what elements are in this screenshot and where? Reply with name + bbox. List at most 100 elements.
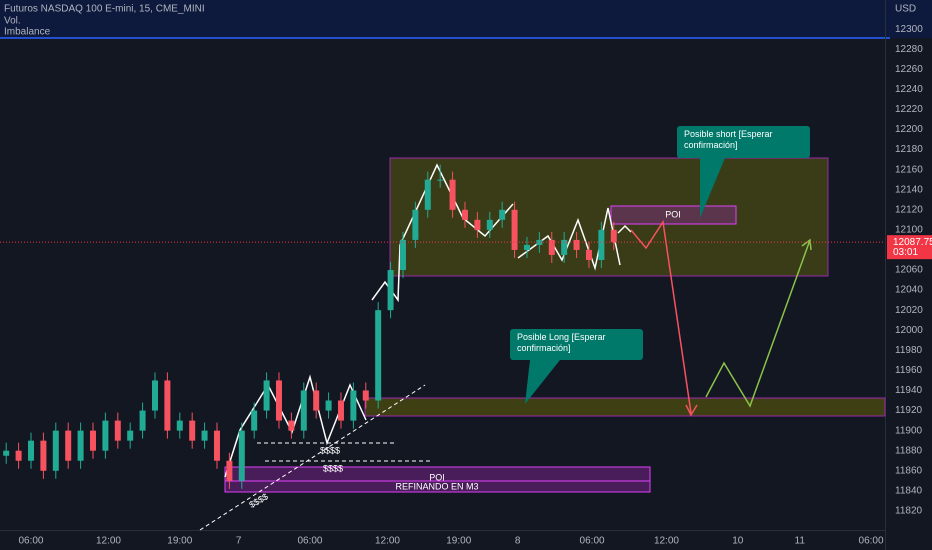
candle-body: [114, 420, 121, 441]
candle-body: [573, 239, 580, 250]
y-tick-label: 12000: [895, 325, 923, 336]
candle-body: [313, 390, 320, 411]
callout-text: Posible Long [Esperar confirmación]: [517, 332, 606, 353]
callout: [677, 126, 810, 158]
x-tick-label: 19:00: [167, 536, 192, 547]
candle-body: [362, 390, 369, 401]
refine-label: REFINANDO EN M3: [395, 481, 478, 491]
poi-zone: [610, 205, 737, 225]
candle-body: [3, 450, 10, 456]
candle-body: [65, 430, 72, 461]
candle-body: [201, 430, 208, 441]
candle-body: [139, 410, 146, 431]
candle-body: [461, 209, 468, 220]
candle-body: [238, 430, 245, 481]
liquidity-label: $$$$: [323, 463, 343, 473]
x-tick-label: 10: [732, 536, 744, 547]
symbol-title: Futuros NASDAQ 100 E-mini, 15, CME_MINI: [4, 4, 205, 15]
candle-body: [449, 179, 456, 210]
y-tick-label: 11900: [895, 425, 923, 436]
projection-arrow: [685, 404, 698, 417]
candle-body: [15, 450, 22, 461]
y-tick-label: 11920: [895, 405, 923, 416]
candle-body: [486, 219, 493, 230]
x-tick-label: 11: [795, 536, 806, 547]
x-tick-label: 8: [515, 536, 521, 547]
candle-body: [424, 179, 431, 210]
trend-line: [199, 384, 426, 531]
callout-pointer: [525, 360, 560, 404]
demand-zone: [364, 397, 886, 417]
y-tick-label: 12180: [895, 144, 923, 155]
x-tick-label: 12:00: [654, 536, 679, 547]
drawings: POI POI REFINANDO EN M3 $$$$ $$$$ $$$$ P…: [199, 126, 886, 531]
candle-body: [27, 440, 34, 461]
candle-body: [77, 430, 84, 461]
candle-body: [350, 390, 357, 421]
last-price-label: 12087.75: [893, 237, 932, 248]
x-tick-label: 12:00: [375, 536, 400, 547]
x-tick-label: 7: [236, 536, 242, 547]
header-bar: [0, 0, 932, 38]
y-tick-label: 12100: [895, 225, 923, 236]
candle-body: [89, 430, 96, 451]
poi-zone: [224, 480, 651, 493]
x-tick-label: 12:00: [96, 536, 121, 547]
y-tick-label: 11880: [895, 445, 923, 456]
y-tick-label: 11960: [895, 365, 923, 376]
indicator-label: Vol.: [4, 16, 21, 27]
y-tick-label: 11860: [895, 465, 923, 476]
candle-body: [127, 430, 134, 441]
candle-body: [561, 239, 568, 255]
y-tick-label: 11940: [895, 385, 923, 396]
callout-pointer: [700, 158, 725, 218]
y-tick-label: 12240: [895, 84, 923, 95]
projection-arrow: [801, 238, 812, 251]
candle-body: [176, 420, 183, 431]
y-tick-label: 12040: [895, 285, 923, 296]
callout-text: Posible short [Esperar confirmación]: [684, 129, 773, 150]
candle-body: [412, 209, 419, 240]
y-tick-label: 12160: [895, 164, 923, 175]
candle-body: [523, 244, 530, 250]
candle-body: [40, 440, 47, 471]
candle-body: [437, 179, 444, 181]
structure-line: [371, 163, 514, 303]
last-price-box: [887, 235, 932, 260]
x-tick-label: 19:00: [446, 536, 471, 547]
currency-label: USD: [895, 4, 916, 15]
projection-arrow: [617, 224, 632, 234]
y-tick-label: 12200: [895, 124, 923, 135]
y-tick-label: 11980: [895, 345, 923, 356]
x-tick-label: 06:00: [297, 536, 322, 547]
candle-body: [474, 219, 481, 230]
candle-body: [275, 380, 282, 421]
y-tick-label: 12060: [895, 265, 923, 276]
y-tick-label: 11840: [895, 485, 923, 496]
x-tick-label: 06:00: [18, 536, 43, 547]
y-tick-label: 12260: [895, 64, 923, 75]
y-tick-label: 11820: [895, 506, 923, 517]
candle-body: [288, 420, 295, 431]
candle-body: [164, 380, 171, 431]
candle-body: [102, 420, 109, 451]
candle-body: [226, 460, 233, 481]
projection-path: [705, 239, 811, 408]
poi-label: POI: [429, 472, 445, 482]
y-tick-label: 12020: [895, 305, 923, 316]
candle-body: [548, 239, 555, 255]
poi-label: POI: [665, 209, 681, 219]
y-tick-label: 12300: [895, 24, 923, 35]
candle-body: [536, 239, 543, 245]
candle-body: [189, 420, 196, 441]
x-tick-label: 06:00: [580, 536, 605, 547]
candle-body: [499, 209, 506, 220]
structure-line: [224, 374, 367, 478]
y-tick-label: 12140: [895, 184, 923, 195]
candle-body: [251, 410, 258, 431]
structure-line: [517, 207, 621, 271]
candle-body: [511, 209, 518, 250]
liquidity-label: $$$$: [247, 491, 269, 510]
